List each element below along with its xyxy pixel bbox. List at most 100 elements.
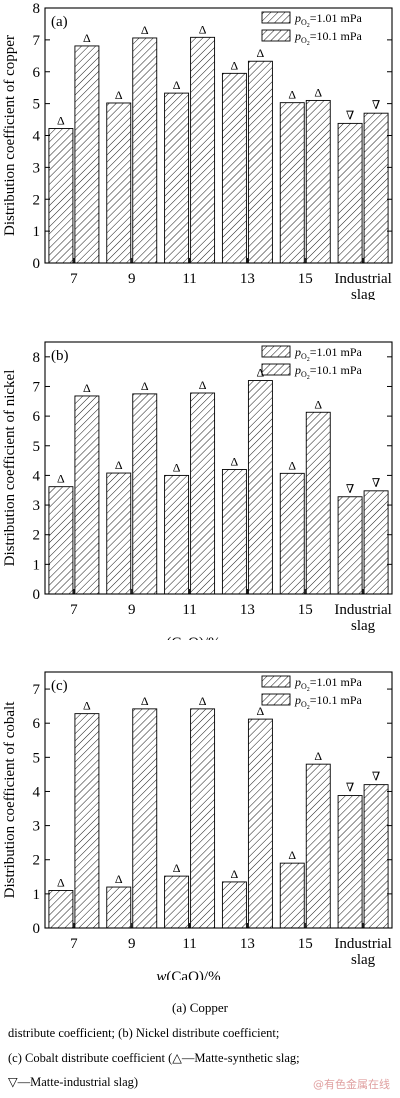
legend-label-0: pO2=1.01 mPa xyxy=(294,11,363,29)
bar-marker-1-2: Δ xyxy=(199,22,207,36)
bar-low-4 xyxy=(279,472,305,595)
y-axis-title: Distribution coefficient of copper xyxy=(2,35,18,236)
figure-caption-line4: ▽—Matte-industrial slag) xyxy=(8,1075,139,1089)
bar-marker-0-5: ∇ xyxy=(346,108,354,122)
x-tick-label: 9 xyxy=(128,936,136,952)
x-tick-label: 9 xyxy=(128,271,136,287)
bar-marker-1-3: Δ xyxy=(257,46,265,60)
bar-marker-0-5: ∇ xyxy=(346,781,354,795)
x-axis-title: w(CaO)/% xyxy=(156,635,220,640)
bar-marker-0-3: Δ xyxy=(231,58,239,72)
y-tick-label: 4 xyxy=(33,129,41,145)
bar-marker-1-0: Δ xyxy=(83,699,91,713)
y-tick-label: 1 xyxy=(33,887,41,903)
x-tick-label: Industrial xyxy=(334,271,392,287)
y-tick-label: 7 xyxy=(33,682,41,698)
bar-marker-0-0: Δ xyxy=(57,113,65,127)
x-tick-label: 7 xyxy=(70,936,78,952)
y-tick-label: 0 xyxy=(33,921,41,937)
y-tick-label: 2 xyxy=(33,528,41,544)
panel-label: (b) xyxy=(51,348,69,364)
y-tick-label: 3 xyxy=(33,160,41,176)
chart-panel-c: Δ Δ Δ Δ Δ ∇ Δ Δ Δ Δ Δ ∇ 0 1 2 3 4 5 6 7 7 9 11 13 15 Industrialsl… xyxy=(2,671,393,980)
bar-high-3 xyxy=(247,718,273,929)
bar-high-5 xyxy=(363,490,389,595)
bar-marker-0-4: Δ xyxy=(288,458,296,472)
chart-panel-b: Δ Δ Δ Δ Δ ∇ Δ Δ Δ Δ Δ ∇ 0 1 2 3 4 5 6 7 8 7 9 11 13 15 Industrials… xyxy=(2,341,393,640)
y-tick-label: 5 xyxy=(33,97,41,113)
bar-low-3 xyxy=(221,469,247,595)
legend-label-1: pO2=10.1 mPa xyxy=(294,693,363,711)
bar-high-0 xyxy=(74,713,100,929)
bar-low-5 xyxy=(337,122,363,264)
bar-marker-0-4: Δ xyxy=(288,848,296,862)
x-tick-label: 13 xyxy=(240,602,255,618)
bar-high-1 xyxy=(132,708,158,929)
y-tick-label: 7 xyxy=(33,379,41,395)
bar-marker-1-0: Δ xyxy=(83,381,91,395)
legend-label-0: pO2=1.01 mPa xyxy=(294,675,363,693)
legend-swatch-1 xyxy=(261,363,291,376)
x-tick-label: slag xyxy=(351,618,376,634)
bar-high-2 xyxy=(190,708,216,929)
bar-high-2 xyxy=(190,392,216,595)
bar-high-1 xyxy=(132,37,158,264)
figure-caption-line1: (a) Copper xyxy=(172,1000,228,1015)
x-tick-label: 7 xyxy=(70,271,78,287)
bar-marker-1-3: Δ xyxy=(257,366,265,380)
bar-high-2 xyxy=(190,36,216,264)
x-tick-label: slag xyxy=(351,287,376,300)
y-tick-label: 1 xyxy=(33,557,41,573)
bar-low-2 xyxy=(164,474,190,595)
bar-marker-1-2: Δ xyxy=(199,694,207,708)
x-tick-label: 13 xyxy=(240,271,255,287)
y-tick-label: 7 xyxy=(33,33,41,49)
bar-high-4 xyxy=(305,763,331,929)
bar-low-3 xyxy=(221,72,247,264)
bar-marker-1-5: ∇ xyxy=(372,98,380,112)
bar-high-5 xyxy=(363,112,389,264)
bar-high-4 xyxy=(305,411,331,595)
bar-marker-0-2: Δ xyxy=(173,78,181,92)
bar-low-0 xyxy=(48,486,74,595)
bar-low-4 xyxy=(279,102,305,264)
y-tick-label: 6 xyxy=(33,65,41,81)
bar-high-0 xyxy=(74,45,100,264)
y-tick-label: 2 xyxy=(33,192,41,208)
panel-label: (c) xyxy=(51,678,68,694)
legend-label-1: pO2=10.1 mPa xyxy=(294,363,363,381)
bar-marker-1-4: Δ xyxy=(314,397,322,411)
bar-marker-0-4: Δ xyxy=(288,88,296,102)
bar-low-1 xyxy=(106,102,132,264)
bar-low-3 xyxy=(221,881,247,929)
bar-low-1 xyxy=(106,886,132,929)
legend-label-1: pO2=10.1 mPa xyxy=(294,29,363,47)
legend-swatch-0 xyxy=(261,345,291,358)
bar-marker-0-1: Δ xyxy=(115,88,123,102)
x-tick-label: 15 xyxy=(298,271,313,287)
legend-swatch-1 xyxy=(261,693,291,706)
bar-marker-0-5: ∇ xyxy=(346,482,354,496)
y-tick-label: 5 xyxy=(33,750,41,766)
x-tick-label: Industrial xyxy=(334,936,392,952)
bar-marker-1-5: ∇ xyxy=(372,770,380,784)
legend-swatch-1 xyxy=(261,29,291,42)
bar-marker-1-4: Δ xyxy=(314,749,322,763)
figure-caption-line2: distribute coefficient; (b) Nickel distr… xyxy=(8,1026,280,1040)
bar-low-0 xyxy=(48,890,74,929)
bar-high-0 xyxy=(74,395,100,595)
bar-marker-0-0: Δ xyxy=(57,472,65,486)
y-tick-label: 4 xyxy=(33,784,41,800)
y-tick-label: 2 xyxy=(33,853,41,869)
bar-marker-1-5: ∇ xyxy=(372,476,380,490)
bar-marker-0-0: Δ xyxy=(57,875,65,889)
y-axis-title: Distribution coefficient of nickel xyxy=(2,370,18,567)
y-tick-label: 0 xyxy=(33,256,41,272)
y-tick-label: 0 xyxy=(33,587,41,603)
legend-swatch-0 xyxy=(261,675,291,688)
bar-marker-1-1: Δ xyxy=(141,694,149,708)
x-tick-label: 11 xyxy=(182,271,196,287)
bar-low-2 xyxy=(164,92,190,264)
bar-high-5 xyxy=(363,784,389,929)
bar-marker-1-3: Δ xyxy=(257,704,265,718)
